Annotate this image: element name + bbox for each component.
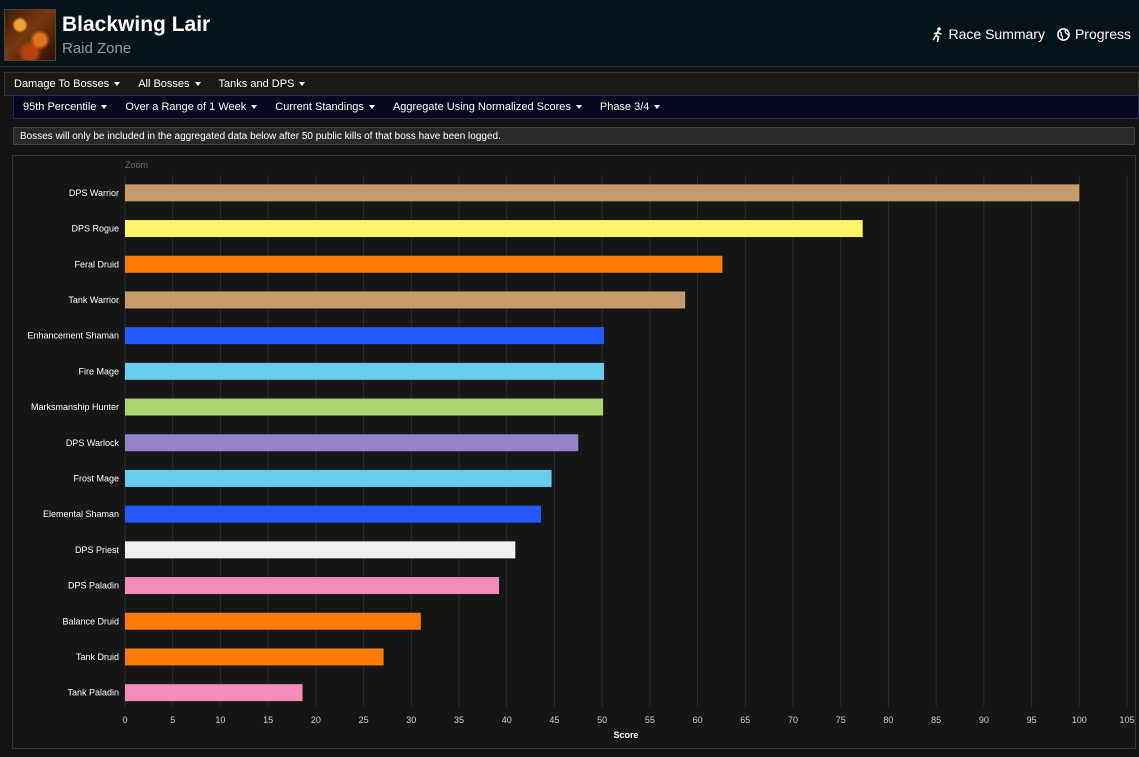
bar [125,541,516,559]
caret-down-icon [654,105,661,109]
x-tick-label: 10 [215,715,225,725]
category-label: Tank Paladin [67,688,119,698]
bar [125,434,579,452]
x-tick-label: 75 [836,715,846,725]
bar [125,327,605,345]
aggregate-dropdown-label: Aggregate Using Normalized Scores [392,101,571,113]
bar [125,469,552,487]
phase-dropdown[interactable]: Phase 3/4 [591,101,670,113]
zone-thumbnail [4,9,56,61]
aggregate-dropdown[interactable]: Aggregate Using Normalized Scores [384,101,591,113]
zoom-label[interactable]: Zoom [125,160,148,170]
bar [125,255,723,273]
x-tick-label: 30 [406,715,416,725]
metric-dropdown-label: Damage To Bosses [14,78,110,90]
boss-dropdown-label: All Bosses [138,78,190,90]
role-dropdown[interactable]: Tanks and DPS [210,78,315,90]
bar [125,398,604,416]
x-axis-title: Score [613,730,638,740]
bar [125,184,1080,202]
running-person-icon [931,26,944,42]
category-label: DPS Rogue [71,224,119,234]
x-tick-label: 15 [263,715,273,725]
bar [125,684,303,702]
phase-dropdown-label: Phase 3/4 [599,101,650,113]
time-range-dropdown[interactable]: Over a Range of 1 Week [116,101,266,113]
standings-dropdown-label: Current Standings [275,101,364,113]
category-label: DPS Warlock [66,438,120,448]
category-label: DPS Warrior [69,188,119,198]
x-tick-label: 55 [645,715,655,725]
header-links: Race Summary Progress [931,26,1131,42]
x-tick-label: 40 [502,715,512,725]
x-tick-label: 45 [549,715,559,725]
caret-down-icon [194,82,201,86]
bar [125,291,686,309]
x-tick-label: 0 [122,715,127,725]
x-tick-label: 60 [693,715,703,725]
category-label: Frost Mage [73,473,119,483]
role-dropdown-label: Tanks and DPS [218,78,295,90]
category-label: Balance Druid [62,616,119,626]
category-label: DPS Priest [75,545,120,555]
bar [125,648,384,666]
zone-subtitle: Raid Zone [62,40,132,57]
x-tick-label: 80 [883,715,893,725]
x-tick-label: 65 [740,715,750,725]
percentile-dropdown-label: 95th Percentile [23,101,97,113]
bar [125,362,605,380]
chart-panel: Zoom 0 5 10 15 20 25 30 35 40 45 50 55 60 65 70 75 80 85 90… [12,155,1136,749]
bar [125,612,421,630]
progress-link[interactable]: Progress [1057,26,1131,42]
boss-dropdown[interactable]: All Bosses [129,78,209,90]
caret-down-icon [299,82,306,86]
x-tick-label: 20 [311,715,321,725]
time-range-dropdown-label: Over a Range of 1 Week [125,101,247,113]
category-label: Tank Warrior [68,295,119,305]
bar [125,220,863,238]
x-tick-label: 35 [454,715,464,725]
category-label: Elemental Shaman [43,509,119,519]
score-bar-chart: Zoom 0 5 10 15 20 25 30 35 40 45 50 55 60 65 70 75 80 85 90… [27,160,1134,740]
x-tick-label: 105 [1119,715,1134,725]
primary-filter-bar: Damage To Bosses All Bosses Tanks and DP… [4,72,1139,96]
caret-down-icon [114,82,121,86]
caret-down-icon [251,105,258,109]
category-label: Tank Druid [76,652,119,662]
x-tick-label: 85 [931,715,941,725]
race-summary-label: Race Summary [948,26,1045,42]
x-tick-label: 70 [788,715,798,725]
x-tick-label: 95 [1027,715,1037,725]
caret-down-icon [368,105,375,109]
caret-down-icon [101,105,108,109]
x-tick-label: 5 [170,715,175,725]
bar [125,505,542,523]
globe-icon [1057,27,1070,41]
category-label: Marksmanship Hunter [31,402,119,412]
x-tick-label: 25 [359,715,369,725]
percentile-dropdown[interactable]: 95th Percentile [14,101,116,113]
x-tick-label: 50 [597,715,607,725]
zone-title: Blackwing Lair [62,13,211,36]
category-label: DPS Paladin [68,581,119,591]
notice-banner: Bosses will only be included in the aggr… [13,127,1135,145]
standings-dropdown[interactable]: Current Standings [266,101,384,113]
category-label: Enhancement Shaman [27,331,119,341]
x-tick-label: 100 [1072,715,1087,725]
metric-dropdown[interactable]: Damage To Bosses [5,78,129,90]
progress-label: Progress [1074,26,1131,42]
bar [125,577,500,595]
category-label: Feral Druid [74,259,119,269]
zone-header: Blackwing Lair Raid Zone Race Summary [0,0,1139,67]
category-label: Fire Mage [78,366,119,376]
caret-down-icon [575,105,582,109]
x-tick-label: 90 [979,715,989,725]
race-summary-link[interactable]: Race Summary [931,26,1045,42]
secondary-filter-bar: 95th Percentile Over a Range of 1 Week C… [13,95,1139,119]
